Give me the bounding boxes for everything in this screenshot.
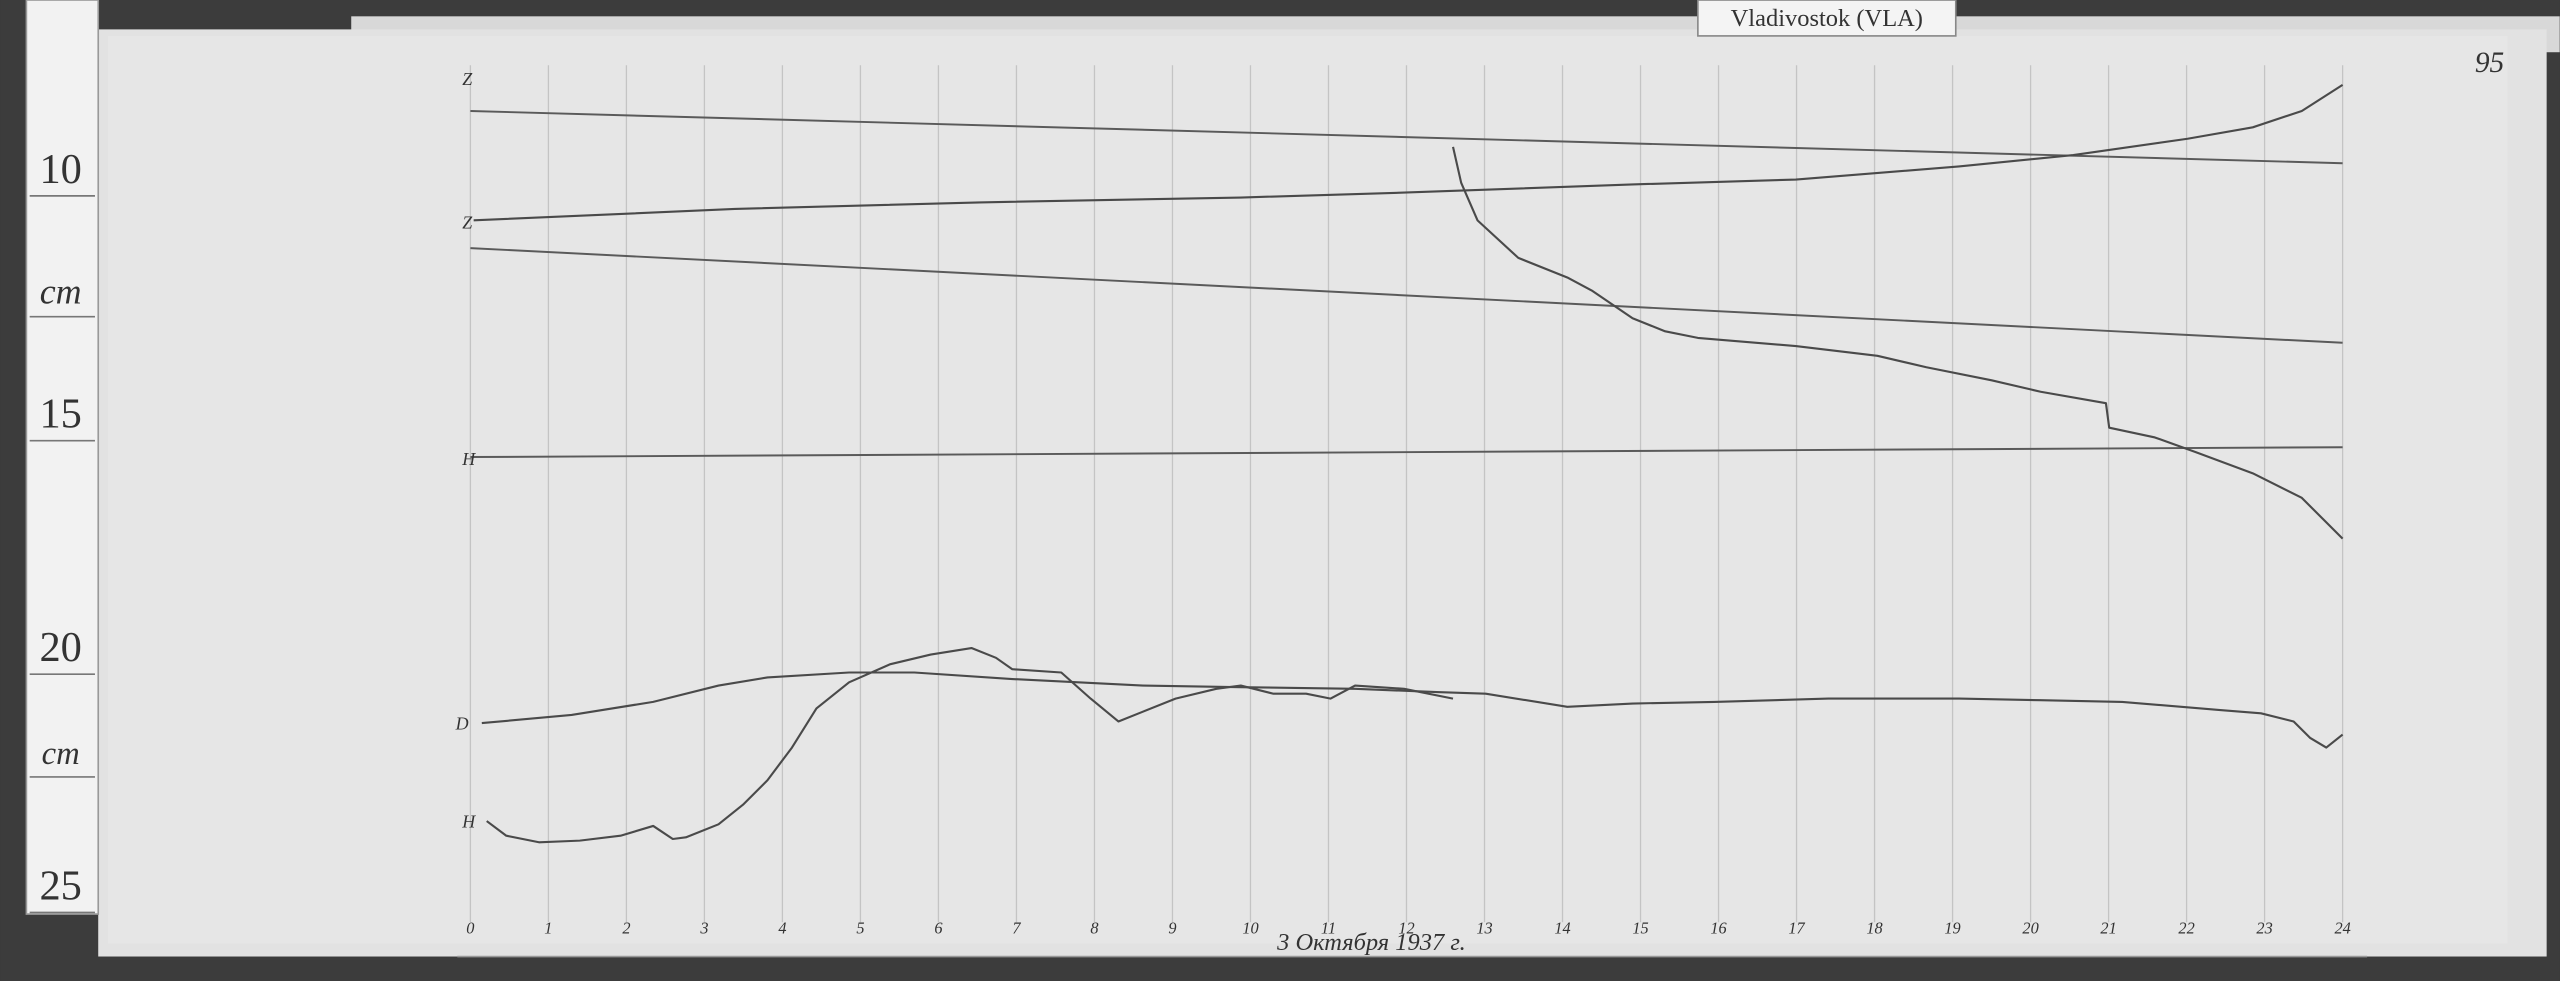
trace-label: D (455, 714, 469, 734)
ruler-label: cm (42, 736, 80, 772)
baseline (470, 446, 2343, 459)
hour-label: 14 (1554, 919, 1570, 938)
hour-label: 8 (1090, 919, 1098, 938)
hour-label: 2 (622, 919, 630, 938)
ruler-label: 10 (39, 146, 81, 193)
hour-label: 7 (1012, 919, 1021, 938)
hour-label: 10 (1242, 919, 1258, 938)
hour-label: 5 (856, 919, 864, 938)
trace (1451, 146, 2344, 540)
station-label-box (1697, 0, 1957, 37)
hour-label: 13 (1476, 919, 1492, 938)
baseline (470, 247, 2343, 344)
hour-label: 16 (1710, 919, 1727, 938)
paper-inner (108, 35, 2508, 944)
ruler-label: 25 (39, 862, 81, 909)
trace (473, 83, 2344, 222)
ruler-label: cm (40, 272, 82, 312)
hour-label: 20 (2022, 919, 2038, 938)
date-note: 3 Октября 1937 г. (1276, 929, 1466, 956)
hour-label: 18 (1866, 919, 1882, 938)
hour-label: 3 (699, 919, 708, 938)
trace (486, 646, 1454, 844)
trace-label: Z (462, 213, 473, 233)
trace (481, 671, 2344, 749)
ruler (25, 0, 100, 915)
hour-label: 11 (1321, 919, 1336, 938)
hour-label: 23 (2256, 919, 2272, 938)
sheet-number: 95 (2475, 47, 2504, 79)
trace-label: H (461, 812, 476, 832)
hour-label: 9 (1168, 919, 1176, 938)
hour-label: 6 (934, 919, 943, 938)
station-label: Vladivostok (VLA) (1731, 5, 1923, 32)
hour-label: 22 (2178, 919, 2194, 938)
hour-label: 12 (1398, 919, 1414, 938)
hour-label: 0 (466, 919, 474, 938)
ruler-label: 15 (39, 391, 81, 438)
hour-label: 4 (778, 919, 786, 938)
hour-label: 15 (1632, 919, 1648, 938)
hour-label: 24 (2334, 919, 2350, 938)
hour-label: 1 (544, 919, 552, 938)
trace-label: H (461, 449, 476, 469)
hour-label: 19 (1944, 919, 1960, 938)
hour-label: 17 (1788, 919, 1805, 938)
ruler-label: 20 (39, 624, 81, 671)
hour-label: 21 (2100, 919, 2116, 938)
trace-label: Z (462, 69, 473, 89)
baseline (470, 110, 2343, 165)
